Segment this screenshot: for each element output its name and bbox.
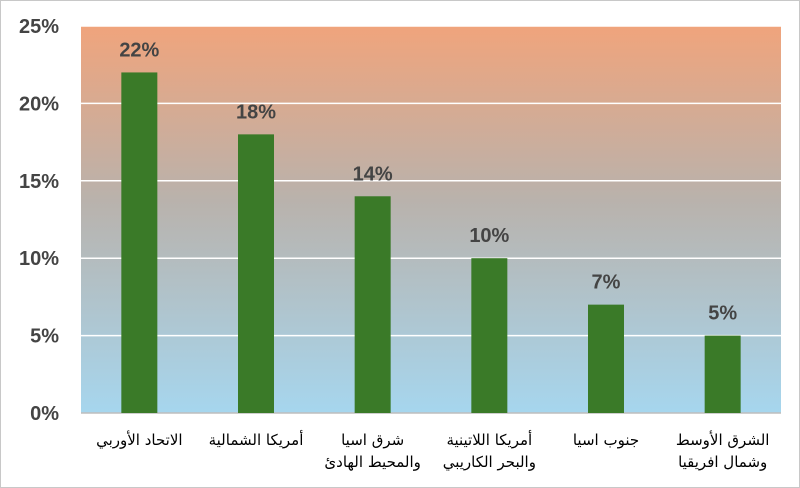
bar: [238, 134, 274, 414]
category-label-line: شرق اسيا: [341, 431, 404, 449]
data-label: 10%: [469, 225, 509, 247]
data-label: 22%: [119, 39, 159, 61]
data-label: 14%: [353, 163, 393, 185]
y-tick-label: 15%: [19, 171, 59, 193]
category-label: أمريكا الشمالية: [209, 430, 304, 449]
category-label: شرق اسيا والمحيط الهادئ: [324, 431, 421, 471]
category-label: جنوب اسيا: [573, 431, 639, 449]
category-label: الاتحاد الأوربي: [96, 430, 182, 450]
data-label: 5%: [708, 303, 737, 325]
bar: [471, 258, 508, 413]
data-label: 7%: [592, 272, 621, 294]
bar: [121, 72, 158, 413]
gridlines: [81, 25, 781, 337]
y-tick-label: 10%: [19, 248, 59, 270]
category-label-line: جنوب اسيا: [573, 431, 639, 449]
category-label: أمريكا اللاتينية والبحر الكاريبي: [443, 430, 536, 472]
bar: [354, 196, 391, 413]
data-labels: 22% 18% 14% 10% 7% 5%: [119, 39, 737, 324]
y-tick-label: 0%: [30, 403, 59, 425]
data-label: 18%: [236, 101, 276, 123]
y-tick-label: 25%: [19, 16, 59, 38]
bar: [588, 304, 624, 413]
category-label-line: الاتحاد الأوربي: [96, 430, 182, 450]
plot-area: [81, 26, 781, 413]
y-tick-label: 20%: [19, 93, 59, 115]
category-label: الشرق الأوسط وشمال افريقيا: [676, 430, 770, 471]
category-label-line: والبحر الكاريبي: [443, 453, 536, 472]
category-label-line: الشرق الأوسط: [676, 430, 770, 449]
bar: [704, 335, 741, 413]
y-axis: 0% 5% 10% 15% 20% 25%: [19, 16, 781, 425]
category-label-line: أمريكا الشمالية: [209, 430, 304, 449]
category-label-line: أمريكا اللاتينية: [446, 430, 532, 449]
category-label-line: والمحيط الهادئ: [324, 453, 421, 471]
bars: [121, 72, 741, 414]
category-label-line: وشمال افريقيا: [678, 453, 767, 471]
x-axis: الاتحاد الأوربي أمريكا الشمالية شرق اسيا وا…: [96, 430, 769, 472]
y-tick-label: 5%: [30, 326, 59, 348]
